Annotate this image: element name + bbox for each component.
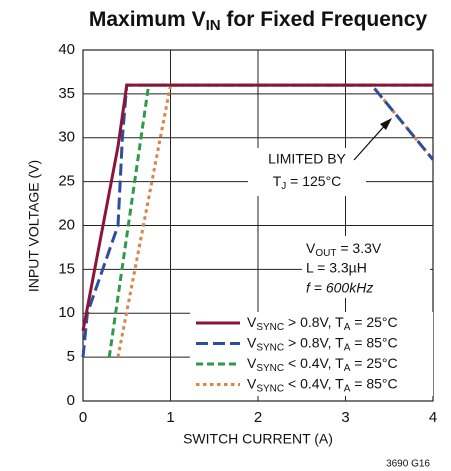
y-tick-label: 15 bbox=[58, 260, 75, 277]
subscript: A bbox=[344, 383, 351, 394]
x-axis-label: SWITCH CURRENT (A) bbox=[183, 431, 333, 447]
text-part: V bbox=[306, 240, 316, 256]
text-part: V bbox=[247, 375, 257, 391]
x-tick-label: 3 bbox=[341, 409, 349, 426]
annotation-bg bbox=[248, 148, 366, 196]
plot-frame bbox=[82, 49, 434, 402]
text-part: Maximum V bbox=[89, 8, 206, 31]
y-tick-label: 35 bbox=[58, 85, 75, 102]
y-tick-label: 25 bbox=[58, 173, 75, 190]
text-part: for Fixed Frequency bbox=[221, 8, 428, 31]
y-tick-label: 20 bbox=[58, 216, 75, 233]
text-part: = 3.3V bbox=[336, 240, 381, 256]
condition: f = 600kHz bbox=[306, 280, 373, 296]
text-part: > 0.8V, T bbox=[284, 334, 344, 350]
condition: L = 3.3µH bbox=[306, 260, 367, 276]
annotation: LIMITED BY bbox=[268, 151, 346, 167]
text-part: V bbox=[247, 314, 257, 330]
subscript: SYNC bbox=[256, 383, 284, 394]
text-part: = 85°C bbox=[350, 375, 397, 391]
text-part: < 0.4V, T bbox=[284, 355, 344, 371]
annotation-arrow bbox=[353, 121, 389, 161]
y-tick-label: 0 bbox=[67, 392, 75, 409]
text-part: = 85°C bbox=[350, 334, 397, 350]
subscript: SYNC bbox=[256, 342, 284, 353]
subscript: IN bbox=[206, 17, 221, 34]
subscript: OUT bbox=[315, 248, 336, 259]
y-tick-label: 5 bbox=[67, 348, 75, 365]
data-line bbox=[81, 83, 433, 332]
y-tick-label: 30 bbox=[58, 129, 75, 146]
annotation: TJ = 125°C bbox=[273, 173, 342, 192]
y-tick-label: 10 bbox=[58, 304, 75, 321]
subscript: SYNC bbox=[256, 322, 284, 333]
legend-bg bbox=[190, 312, 433, 396]
x-tick-label: 4 bbox=[429, 409, 437, 426]
legend-label: VSYNC > 0.8V, TA = 25°C bbox=[247, 314, 398, 333]
legend-label: VSYNC < 0.4V, TA = 25°C bbox=[247, 355, 398, 374]
legend-label: VSYNC > 0.8V, TA = 85°C bbox=[247, 334, 398, 353]
conditions-bg bbox=[302, 236, 430, 298]
text-part: V bbox=[247, 334, 257, 350]
subscript: A bbox=[344, 363, 351, 374]
text-part: = 125°C bbox=[286, 173, 341, 189]
y-axis-label: INPUT VOLTAGE (V) bbox=[26, 160, 42, 292]
text-part: > 0.8V, T bbox=[284, 314, 344, 330]
text-part: = 25°C bbox=[350, 314, 397, 330]
subscript: A bbox=[344, 342, 351, 353]
x-tick-label: 2 bbox=[254, 409, 262, 426]
figure-code: 3690 G16 bbox=[386, 459, 430, 470]
arrow-head bbox=[380, 118, 392, 130]
subscript: SYNC bbox=[256, 363, 284, 374]
text-part: V bbox=[247, 355, 257, 371]
text-part: < 0.4V, T bbox=[284, 375, 344, 391]
x-tick-label: 1 bbox=[166, 409, 174, 426]
chart-title: Maximum VIN for Fixed Frequency bbox=[89, 8, 428, 34]
legend-label: VSYNC < 0.4V, TA = 85°C bbox=[247, 375, 398, 394]
condition: VOUT = 3.3V bbox=[306, 240, 382, 259]
subscript: J bbox=[281, 181, 286, 192]
y-tick-label: 40 bbox=[58, 41, 75, 58]
x-tick-label: 0 bbox=[79, 409, 87, 426]
text-part: T bbox=[273, 173, 282, 189]
text-part: = 25°C bbox=[350, 355, 397, 371]
subscript: A bbox=[344, 322, 351, 333]
